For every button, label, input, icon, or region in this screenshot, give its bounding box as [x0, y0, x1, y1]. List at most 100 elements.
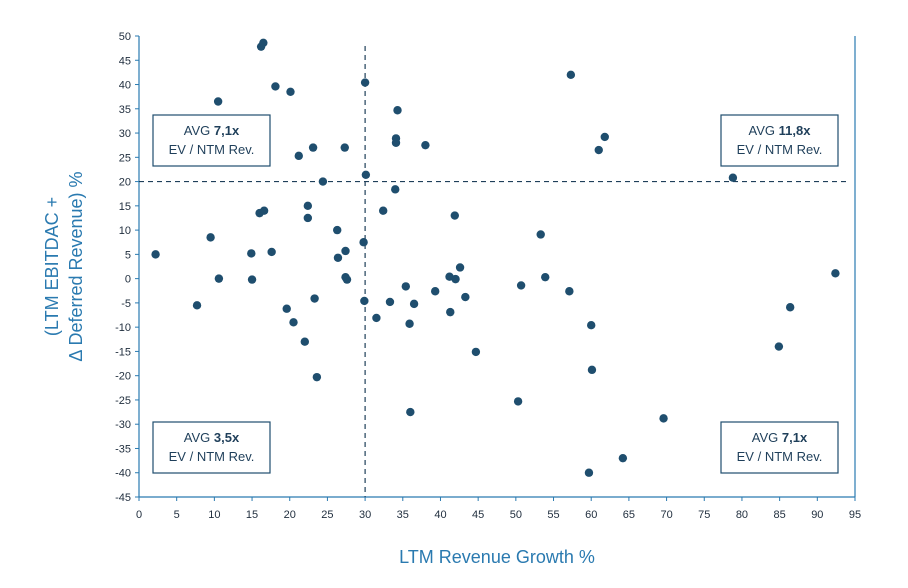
x-tick-label: 20 [284, 509, 296, 521]
data-point [401, 282, 411, 291]
data-point [361, 170, 371, 179]
y-tick-label: -35 [115, 443, 131, 455]
quadrant-avg-prefix: AVG [184, 123, 214, 138]
data-point [594, 145, 603, 155]
data-point [587, 365, 597, 375]
data-point [308, 143, 318, 152]
quadrant-box-bottom-right [720, 421, 839, 474]
data-point [385, 297, 395, 307]
data-point [341, 246, 350, 256]
data-point [566, 70, 576, 80]
data-point [214, 274, 224, 283]
data-point [151, 250, 160, 259]
x-tick-label: 65 [623, 509, 635, 521]
x-tick-label: 85 [774, 509, 786, 521]
y-axis-title-line: Δ Deferred Revenue) % [66, 171, 86, 361]
data-point [378, 206, 388, 215]
data-point [659, 414, 668, 423]
x-tick-label: 35 [397, 509, 409, 521]
data-point [421, 140, 430, 150]
data-point [450, 211, 459, 220]
quadrant-avg-prefix: AVG [184, 430, 214, 445]
y-tick-label: -15 [115, 346, 131, 358]
quadrant-box-top-right [720, 114, 839, 167]
data-point [247, 249, 256, 258]
data-point [536, 230, 545, 239]
y-tick-label: 50 [119, 31, 131, 43]
y-tick-label: 0 [125, 274, 131, 286]
data-point [282, 304, 291, 313]
data-point [600, 132, 609, 142]
quadrant-avg-label: AVG 7,1x [752, 430, 808, 445]
data-point [461, 292, 470, 302]
data-point [831, 269, 840, 278]
data-point [584, 468, 594, 477]
y-tick-label: -25 [115, 395, 131, 407]
data-point [259, 38, 268, 47]
data-point [271, 82, 280, 91]
y-tick-label: 40 [119, 80, 131, 92]
data-point [333, 253, 343, 262]
data-point [391, 185, 400, 194]
x-tick-label: 70 [660, 509, 672, 521]
quadrant-metric-label: EV / NTM Rev. [737, 449, 823, 464]
data-point [513, 397, 523, 406]
x-tick-label: 10 [208, 509, 220, 521]
data-point [342, 275, 352, 284]
data-point [446, 307, 455, 317]
y-tick-label: -5 [121, 298, 131, 310]
data-point [565, 287, 574, 296]
data-point [774, 342, 784, 351]
data-point [430, 287, 440, 296]
data-point [785, 303, 795, 312]
quadrant-avg-prefix: AVG [752, 430, 782, 445]
data-point [618, 453, 628, 463]
data-point [312, 372, 322, 382]
y-tick-label: 25 [119, 152, 131, 164]
y-tick-label: 15 [119, 201, 131, 213]
data-point [206, 233, 215, 242]
y-tick-label: 10 [119, 225, 131, 237]
x-tick-label: 50 [510, 509, 522, 521]
x-tick-label: 25 [321, 509, 333, 521]
data-point [405, 319, 414, 328]
y-tick-label: 30 [119, 128, 131, 140]
data-point [340, 143, 349, 152]
y-tick-label: 35 [119, 104, 131, 116]
x-tick-label: 95 [849, 509, 861, 521]
x-tick-label: 0 [136, 509, 142, 521]
data-point [587, 321, 596, 330]
y-tick-label: -20 [115, 371, 131, 383]
quadrant-avg-value: 3,5x [214, 430, 240, 445]
x-tick-label: 90 [811, 509, 823, 521]
data-point [541, 272, 550, 282]
x-tick-label: 45 [472, 509, 484, 521]
quadrant-metric-label: EV / NTM Rev. [169, 449, 255, 464]
quadrant-avg-label: AVG 7,1x [184, 123, 240, 138]
quadrant-box-bottom-left [152, 421, 271, 474]
data-point [360, 78, 370, 87]
y-tick-label: -40 [115, 468, 131, 480]
x-tick-label: 60 [585, 509, 597, 521]
x-tick-label: 5 [174, 509, 180, 521]
x-tick-label: 30 [359, 509, 371, 521]
data-point [359, 238, 368, 247]
data-point [310, 294, 319, 303]
data-point [289, 318, 298, 327]
data-point [213, 97, 223, 106]
y-tick-label: -45 [115, 492, 131, 504]
data-point [728, 173, 738, 182]
x-tick-label: 40 [434, 509, 446, 521]
data-point [409, 299, 419, 309]
data-point [294, 151, 303, 161]
data-point [303, 213, 313, 223]
x-tick-label: 75 [698, 509, 710, 521]
quadrant-metric-label: EV / NTM Rev. [737, 142, 823, 157]
y-axis-title: (LTM EBITDAC + Δ Deferred Revenue) % [42, 171, 86, 361]
quadrant-avg-value: 7,1x [782, 430, 808, 445]
x-axis-title: LTM Revenue Growth % [399, 547, 595, 567]
data-point [259, 206, 269, 215]
quadrant-avg-value: 11,8x [779, 123, 812, 138]
quadrant-avg-prefix: AVG [749, 123, 779, 138]
